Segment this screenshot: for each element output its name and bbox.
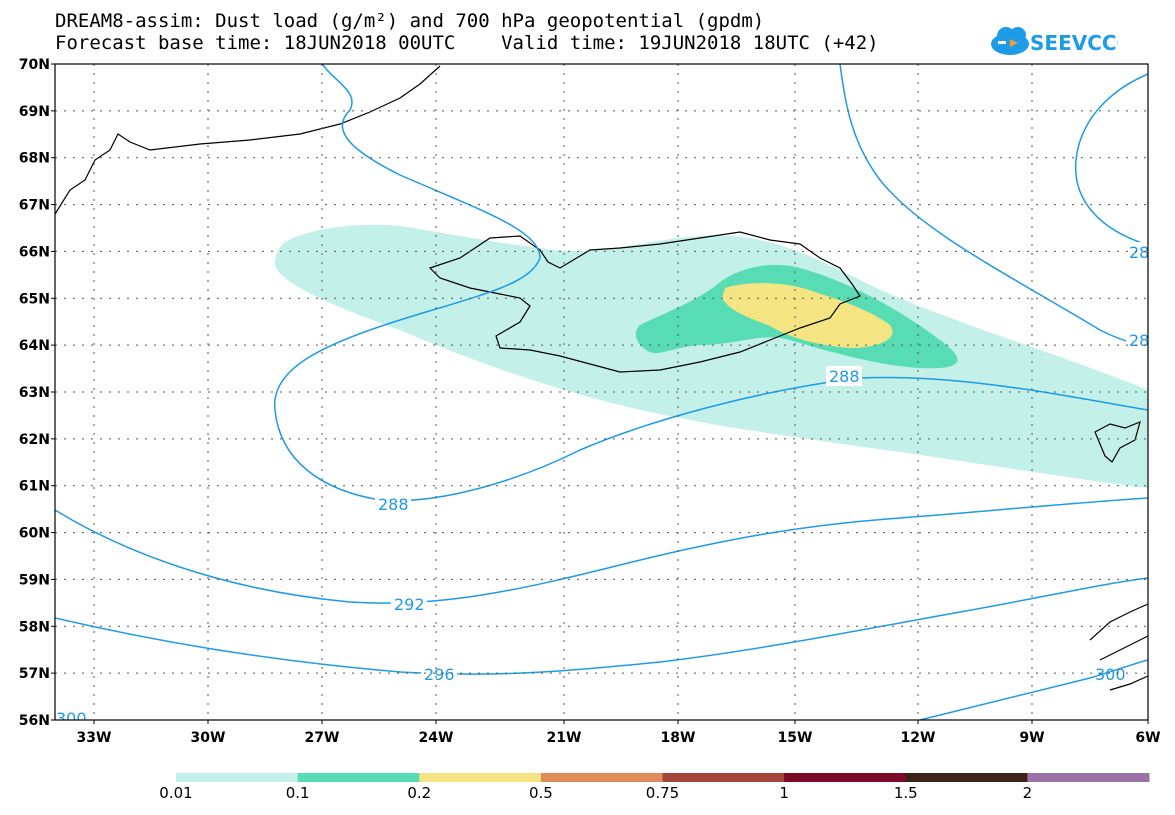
contour-label: 296 [424,665,455,684]
logo-text: SEEVCCC [1030,31,1118,55]
lat-label: 56N [19,713,50,729]
lat-label: 61N [19,479,50,495]
map-title-line1: DREAM8-assim: Dust load (g/m²) and 700 h… [55,10,765,32]
lat-label: 69N [19,104,50,120]
contour-label: 288 [829,367,860,386]
colorbar-segment [419,773,542,782]
contour-288-northeast [1074,73,1148,246]
lat-label: 65N [19,291,50,307]
contour-300 [919,659,1148,720]
lat-label: 68N [19,151,50,167]
map-title-line2: Forecast base time: 18JUN2018 00UTC Vali… [55,32,879,54]
contour-label: 28 [1129,331,1149,350]
colorbar-threshold-label: 1.5 [893,784,918,802]
seevccc-logo: SEEVCCC [991,27,1118,55]
colorbar-threshold-label: 1 [779,784,789,802]
geopotential-contours [55,64,1148,720]
colorbar-segment [1027,773,1150,782]
dust-area-level-1 [274,224,1148,488]
lat-label: 66N [19,244,50,260]
colorbar-segment [176,773,299,782]
contour-label: 292 [394,595,425,614]
lat-label: 58N [19,619,50,635]
colorbar-threshold-label: 2 [1022,784,1033,802]
contour-292 [55,497,1148,604]
contour-labels: 288 288 292 296 28 28 300 300 [56,242,1149,728]
lat-label: 63N [19,385,50,401]
contour-288-east [839,64,1148,346]
colorbar-threshold-label: 0.01 [159,784,193,802]
lon-label: 12W [901,730,936,746]
colorbar-segment [905,773,1028,782]
cloud-icon [991,27,1029,55]
lat-label: 60N [19,526,50,542]
lat-label: 64N [19,338,50,354]
greenland-coast [55,65,441,215]
colorbar-threshold-label: 0.2 [407,784,432,802]
lat-label: 59N [19,572,50,588]
lon-label: 18W [661,730,696,746]
latitude-labels: 70N 69N 68N 67N 66N 65N 64N 63N 62N 61N 60N 59N 58N 5… [19,57,55,729]
lat-label: 67N [19,198,50,214]
contour-296 [55,577,1148,675]
colorbar-threshold-label: 0.1 [285,784,310,802]
graticule [55,64,1148,720]
colorbar-segment [784,773,907,782]
lat-label: 70N [19,57,50,73]
coastline [55,65,1148,691]
contour-label: 288 [378,495,409,514]
faroe-islands [1094,420,1141,463]
colorbar-segment [297,773,420,782]
colorbar-segment [662,773,785,782]
lat-label: 62N [19,432,50,448]
contour-label: 28 [1129,243,1149,262]
lon-label: 24W [419,730,454,746]
colorbar-threshold-label: 0.5 [528,784,553,802]
lon-label: 21W [547,730,582,746]
iceland-coast [428,231,861,373]
longitude-labels: 33W 30W 27W 24W 21W 18W 15W 12W 9W 6W [77,720,1161,746]
scotland-coast [1089,603,1148,691]
lon-label: 6W [1135,730,1160,746]
lon-label: 30W [191,730,226,746]
lon-label: 9W [1019,730,1044,746]
contour-label: 300 [56,709,87,728]
lat-label: 57N [19,666,50,682]
lon-label: 27W [305,730,340,746]
lon-label: 33W [77,730,112,746]
colorbar-threshold-label: 0.75 [645,784,680,802]
colorbar-segment [540,773,663,782]
dust-area-level-3 [722,283,893,348]
colorbar [176,773,1150,782]
contour-288-south [274,64,1148,502]
lon-label: 15W [778,730,813,746]
contour-label: 300 [1095,665,1126,684]
